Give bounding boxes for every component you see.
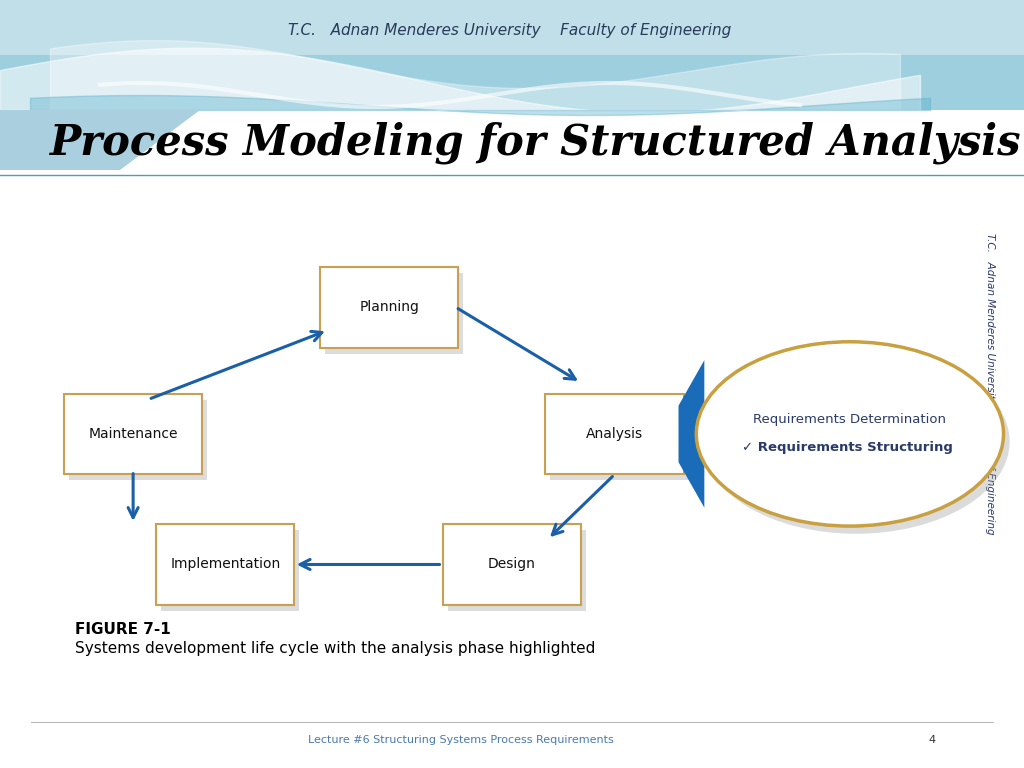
Bar (0, 0, 1024, 55)
Ellipse shape (702, 349, 1010, 534)
Text: ✓ Requirements Structuring: ✓ Requirements Structuring (742, 442, 953, 455)
Text: T.C.   Adnan Menderes University    Faculty of Engineering: T.C. Adnan Menderes University Faculty o… (985, 233, 995, 535)
Text: Analysis: Analysis (586, 427, 643, 441)
FancyBboxPatch shape (63, 394, 203, 475)
Text: Lecture #6 Structuring Systems Process Requirements: Lecture #6 Structuring Systems Process R… (308, 735, 613, 745)
Text: FIGURE 7-1: FIGURE 7-1 (75, 623, 171, 637)
Text: T.C.   Adnan Menderes University    Faculty of Engineering: T.C. Adnan Menderes University Faculty o… (289, 22, 731, 38)
FancyBboxPatch shape (545, 394, 684, 475)
Bar (0, 0, 1024, 110)
FancyBboxPatch shape (156, 524, 295, 605)
Polygon shape (0, 110, 200, 170)
Text: Requirements Determination: Requirements Determination (754, 413, 946, 426)
Text: Process Modeling for Structured Analysis: Process Modeling for Structured Analysis (50, 122, 1022, 164)
FancyBboxPatch shape (447, 530, 586, 611)
FancyBboxPatch shape (550, 399, 688, 480)
Text: 4: 4 (929, 735, 935, 745)
Text: Maintenance: Maintenance (88, 427, 178, 441)
Text: Design: Design (488, 558, 536, 571)
Text: Systems development life cycle with the analysis phase highlighted: Systems development life cycle with the … (75, 641, 595, 656)
FancyBboxPatch shape (325, 273, 463, 353)
Text: Implementation: Implementation (170, 558, 281, 571)
FancyBboxPatch shape (69, 399, 207, 480)
Ellipse shape (696, 342, 1004, 526)
FancyBboxPatch shape (442, 524, 582, 605)
FancyBboxPatch shape (161, 530, 299, 611)
Polygon shape (679, 360, 705, 508)
Text: Planning: Planning (359, 300, 419, 314)
FancyBboxPatch shape (319, 267, 459, 348)
